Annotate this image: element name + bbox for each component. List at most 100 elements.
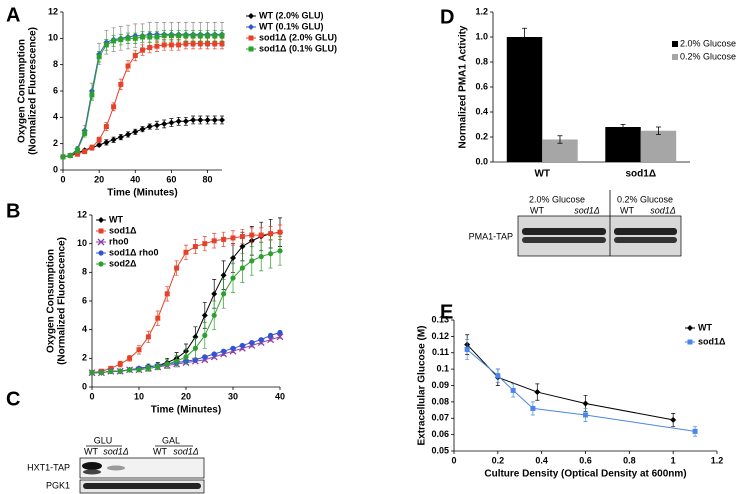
y-tick-label: 0.05 [431, 445, 449, 455]
y-tick-label: 0.11 [432, 347, 449, 357]
point [82, 130, 88, 136]
point [277, 248, 283, 254]
point [239, 265, 245, 271]
series-line [466, 349, 696, 432]
panel-letter: A [6, 4, 20, 26]
point [147, 34, 153, 40]
point [136, 347, 142, 353]
y-axis-label: Oxygen Consumption [17, 39, 28, 143]
y-axis-label: Oxygen Consumption [46, 249, 57, 353]
y-tick-label: 0.09 [431, 380, 449, 390]
point [211, 238, 217, 244]
legend-label: sod2Δ [109, 258, 137, 268]
point [495, 373, 501, 379]
legend-marker [248, 13, 254, 19]
point [82, 149, 88, 155]
legend-marker [248, 35, 254, 41]
point [190, 41, 196, 47]
point [221, 348, 227, 354]
point [103, 139, 110, 146]
legend-label: rho0 [109, 236, 129, 246]
legend-label: WT [109, 214, 123, 224]
x-tick-label: 60 [166, 174, 176, 184]
y-tick-label: 0.6 [475, 81, 488, 91]
point [249, 232, 255, 238]
band [83, 483, 201, 489]
y-axis-label: (Normalized Fluorescence) [28, 27, 39, 155]
blot-group: GLU [94, 435, 113, 445]
bar [640, 130, 677, 162]
blot-lane: sod1Δ [650, 205, 676, 215]
y-tick-label: 0.0 [475, 156, 488, 166]
point [205, 33, 211, 39]
point [89, 145, 95, 151]
y-tick-label: 4 [53, 112, 58, 122]
point [168, 42, 174, 48]
x-tick-label: 0.2 [492, 455, 505, 465]
bar [506, 37, 543, 162]
blot-lane: WT [620, 205, 634, 215]
legend-marker [98, 250, 104, 256]
bar [605, 127, 641, 162]
y-tick-label: 0.12 [431, 331, 449, 341]
point [212, 33, 218, 39]
point [108, 365, 114, 371]
x-tick-label: 30 [228, 391, 238, 401]
point [89, 370, 95, 376]
point [74, 147, 80, 153]
point [249, 339, 255, 346]
y-axis-label: (Normalized Fluorescence) [57, 237, 68, 365]
point [211, 290, 218, 297]
point [140, 47, 145, 53]
point [230, 345, 236, 351]
y-tick-label: 2 [82, 353, 87, 363]
band [522, 228, 606, 235]
point [277, 229, 283, 235]
point [183, 33, 189, 39]
x-tick-label: 1 [671, 455, 676, 465]
point [89, 92, 95, 98]
point [267, 336, 275, 344]
point [118, 37, 124, 43]
point [145, 334, 151, 340]
point [582, 400, 589, 407]
point [117, 361, 123, 367]
point [197, 33, 203, 39]
point [190, 116, 197, 123]
y-tick-label: 6 [53, 85, 58, 95]
point [202, 241, 208, 247]
point [168, 33, 174, 39]
legend-label: WT (0.1% GLU) [259, 21, 324, 31]
point [140, 34, 145, 40]
point [153, 122, 160, 129]
point [239, 234, 245, 239]
point [230, 255, 236, 261]
x-tick-label: 20 [181, 391, 191, 401]
point [197, 41, 203, 47]
point [268, 231, 274, 237]
point [175, 118, 182, 125]
panel-letter: C [6, 388, 20, 410]
point [239, 342, 245, 349]
x-tick-label: WT [534, 169, 550, 180]
point [219, 33, 225, 39]
legend-label: 0.2% Glucose [680, 51, 736, 61]
panel-letter: E [440, 301, 453, 323]
y-tick-label: 0 [53, 164, 58, 174]
point [161, 42, 167, 48]
point [108, 368, 114, 374]
point [249, 258, 255, 264]
point [205, 41, 211, 47]
legend-label: sod1Δ [109, 225, 137, 235]
point [202, 332, 208, 338]
point [96, 141, 103, 148]
legend-marker [248, 46, 254, 52]
legend-marker [687, 339, 693, 345]
point [258, 232, 264, 238]
legend-marker [97, 238, 105, 246]
point [161, 33, 167, 39]
point [132, 128, 139, 135]
point [139, 126, 146, 133]
y-tick-label: 12 [77, 209, 87, 219]
